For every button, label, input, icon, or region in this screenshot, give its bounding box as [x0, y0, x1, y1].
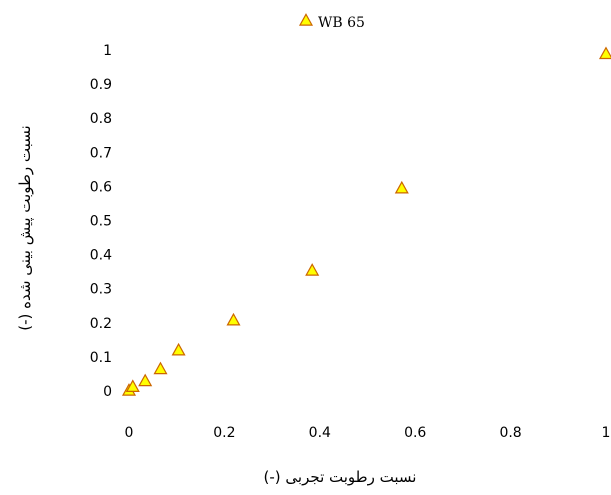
data-point [153, 361, 168, 375]
y-axis-title: نسبت رطوبت پیش بینی شده (-) [16, 125, 35, 330]
y-tick-label: 0.5 [90, 214, 112, 230]
y-tick-label: 0.2 [90, 316, 112, 332]
legend-label: WB 65 [318, 15, 365, 31]
data-point [138, 373, 153, 387]
data-point [125, 379, 140, 392]
x-tick-label: 0.4 [309, 425, 331, 441]
x-tick-label: 0 [125, 425, 134, 441]
y-tick-label: 0.3 [90, 282, 112, 298]
x-axis-ticks: 0 0.2 0.4 0.6 0.8 1 [125, 425, 611, 441]
y-tick-label: 0.7 [90, 145, 112, 161]
legend-marker-icon [298, 13, 314, 26]
x-tick-label: 1 [602, 425, 611, 441]
data-point [305, 263, 320, 276]
y-tick-label: 0.1 [90, 350, 112, 366]
y-tick-label: 0.9 [90, 77, 112, 93]
x-tick-label: 0.6 [404, 425, 426, 441]
y-tick-label: 0.8 [90, 111, 112, 127]
y-tick-label: 1 [103, 43, 112, 59]
x-tick-label: 0.8 [499, 425, 521, 441]
x-tick-label: 0.2 [213, 425, 235, 441]
y-tick-label: 0.6 [90, 179, 112, 195]
data-point [171, 342, 186, 356]
legend: WB 65 [298, 13, 365, 31]
x-axis-title: نسبت رطوبت تجربی (-) [264, 468, 417, 486]
data-point [226, 312, 241, 326]
y-tick-label: 0 [103, 384, 112, 400]
data-point [394, 180, 409, 194]
y-axis-ticks: 0 0.1 0.2 0.3 0.4 0.5 0.6 0.7 0.8 0.9 1 [90, 43, 112, 400]
data-point [598, 46, 611, 60]
data-points [121, 46, 611, 396]
y-tick-label: 0.4 [90, 248, 112, 264]
